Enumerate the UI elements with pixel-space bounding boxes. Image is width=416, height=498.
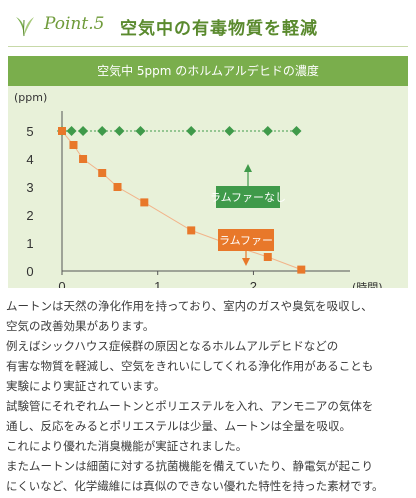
leaf-icon (16, 17, 34, 37)
data-point-no-lamb-fur (186, 126, 197, 136)
data-point-no-lamb-fur (66, 126, 77, 136)
y-tick-label: 4 (26, 152, 33, 167)
text-line: 例えばシックハウス症候群の原因となるホルムアルデヒドなどの (6, 339, 339, 353)
x-tick-label: 1 (154, 279, 161, 288)
data-point-lamb-fur (113, 183, 122, 191)
y-tick-label: 3 (26, 180, 33, 195)
data-point-no-lamb-fur (224, 126, 235, 136)
legend-arrowhead-lamb-fur (242, 258, 250, 266)
legend-box-no-lamb-fur (216, 186, 280, 208)
data-point-no-lamb-fur (78, 126, 89, 136)
text-line: 有害な物質を軽減し、空気をきれいにしてくれる浄化作用があることも (6, 359, 374, 373)
legend-arrowhead-no-lamb-fur (244, 164, 252, 172)
x-axis-label: (時間) (352, 281, 383, 288)
x-tick-label: 0 (58, 279, 65, 288)
chart-title: 空気中 5ppm のホルムアルデヒドの濃度 (8, 56, 408, 86)
data-point-lamb-fur (58, 127, 66, 135)
data-point-lamb-fur (187, 226, 196, 235)
x-tick-label: 2 (250, 279, 257, 288)
data-point-no-lamb-fur (291, 126, 302, 136)
data-point-no-lamb-fur (262, 126, 273, 136)
text-line: これにより優れた消臭機能が実証されました。 (6, 439, 248, 453)
section-header: Point.5 空気中の有毒物質を軽減 (0, 0, 416, 50)
data-point-no-lamb-fur (97, 126, 108, 136)
text-line: ムートンは天然の浄化作用を持っており、室内のガスや臭気を吸収し、 (6, 299, 373, 313)
legend-box-lamb-fur (218, 229, 274, 251)
data-point-lamb-fur (69, 141, 78, 149)
y-tick-label: 5 (26, 124, 33, 139)
data-point-lamb-fur (98, 169, 107, 177)
data-point-lamb-fur (263, 253, 272, 261)
data-point-no-lamb-fur (135, 126, 146, 136)
data-point-lamb-fur (79, 155, 88, 163)
text-line: 空気の改善効果があります。 (6, 319, 155, 333)
y-tick-label: 1 (26, 236, 33, 251)
y-tick-label: 0 (26, 264, 33, 279)
chart-panel: 空気中 5ppm のホルムアルデヒドの濃度 0 1 2 3 4 5 0 1 2 (ppm) (時間)… (8, 56, 408, 288)
text-line: にくいなど、化学繊維には真似のできない優れた特性を持った素材です。 (6, 479, 384, 493)
text-line: 通し、反応をみるとポリエステルは少量、ムートンは全量を吸収。 (6, 419, 351, 433)
y-tick-label: 2 (26, 208, 33, 223)
y-axis-label: (ppm) (14, 91, 47, 104)
text-line: 実験により実証されています。 (6, 379, 166, 393)
header-divider (8, 46, 408, 47)
text-line: 試験管にそれぞれムートンとポリエステルを入れ、アンモニアの気体を (6, 399, 374, 413)
point-label: Point.5 (44, 14, 105, 34)
page-title: 空気中の有毒物質を軽減 (120, 19, 318, 39)
text-line: またムートンは細菌に対する抗菌機能を備えていたり、静電気が起こり (6, 459, 373, 473)
legend-label-lamb-fur: ラムファー (219, 234, 273, 247)
description-text: ムートンは天然の浄化作用を持っており、室内のガスや臭気を吸収し、 空気の改善効果が… (6, 296, 414, 496)
data-point-no-lamb-fur (114, 126, 125, 136)
legend-label-no-lamb-fur: ラムファーなし (210, 191, 286, 204)
data-point-lamb-fur (140, 198, 149, 207)
data-point-lamb-fur (297, 265, 306, 274)
